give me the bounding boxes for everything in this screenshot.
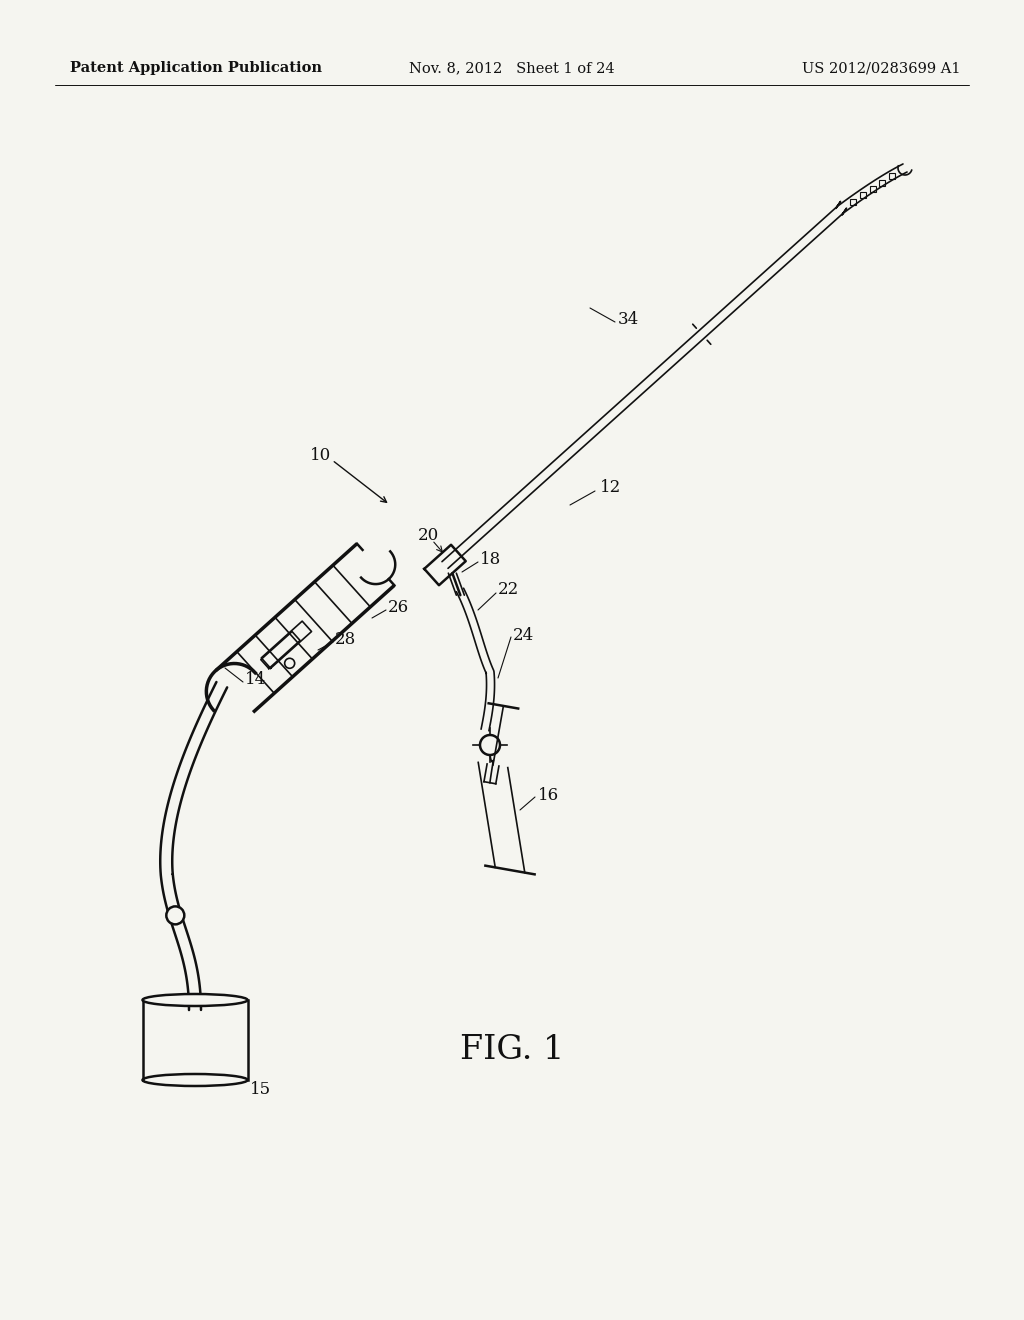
Text: 10: 10	[310, 446, 331, 463]
Text: 34: 34	[618, 312, 639, 329]
Text: 28: 28	[335, 631, 356, 648]
Text: 20: 20	[418, 527, 439, 544]
Text: 12: 12	[600, 479, 622, 496]
Text: Patent Application Publication: Patent Application Publication	[70, 61, 322, 75]
Text: FIG. 1: FIG. 1	[460, 1034, 564, 1067]
Text: Nov. 8, 2012   Sheet 1 of 24: Nov. 8, 2012 Sheet 1 of 24	[410, 61, 614, 75]
Text: 24: 24	[513, 627, 535, 644]
Text: 18: 18	[480, 552, 502, 569]
Text: 16: 16	[538, 787, 559, 804]
Text: 14: 14	[245, 672, 266, 689]
Text: 15: 15	[250, 1081, 271, 1098]
Circle shape	[166, 907, 184, 924]
Text: US 2012/0283699 A1: US 2012/0283699 A1	[802, 61, 961, 75]
Text: 22: 22	[498, 582, 519, 598]
Ellipse shape	[142, 994, 248, 1006]
Text: 26: 26	[388, 599, 410, 616]
